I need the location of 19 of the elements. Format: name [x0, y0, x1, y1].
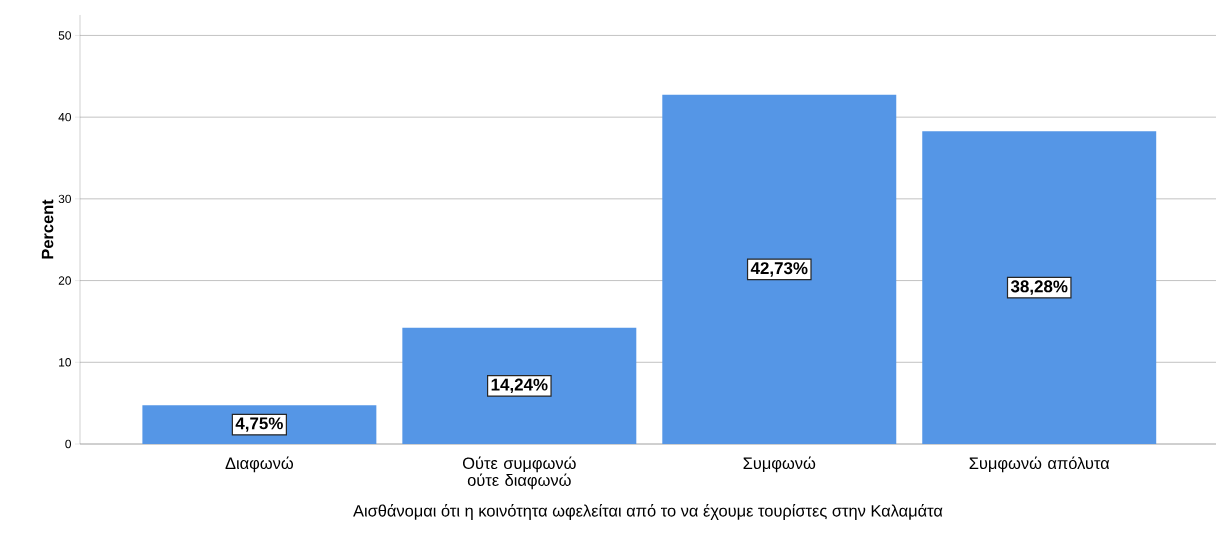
data-label: 14,24% — [491, 378, 548, 394]
data-label: 4,75% — [235, 417, 283, 432]
x-tick-label: Ούτε συμφωνώ ούτε διαφωνώ — [462, 456, 576, 490]
x-tick-label: Συμφωνώ απόλυτα — [969, 456, 1110, 473]
bar — [922, 131, 1157, 444]
data-label: 42,73% — [750, 262, 808, 277]
x-tick-label: Συμφωνώ — [743, 456, 816, 473]
y-tick-label: 50 — [58, 31, 72, 40]
y-axis-title: Percent — [41, 199, 54, 259]
y-tick-label: 10 — [59, 358, 72, 367]
y-tick-label: 30 — [58, 194, 72, 204]
y-tick-label: 20 — [58, 276, 72, 285]
bar — [402, 327, 637, 444]
y-tick-label: 0 — [65, 439, 72, 449]
bar — [662, 94, 897, 444]
x-tick-label: Διαφωνώ — [225, 456, 294, 473]
y-tick-label: 40 — [58, 112, 72, 122]
data-label: 38,28% — [1010, 280, 1068, 295]
x-axis-title: Αισθάνομαι ότι η κοινότητα ωφελείται από το να έχουμε τουρίστες στην Καλαμάτα — [353, 504, 943, 520]
